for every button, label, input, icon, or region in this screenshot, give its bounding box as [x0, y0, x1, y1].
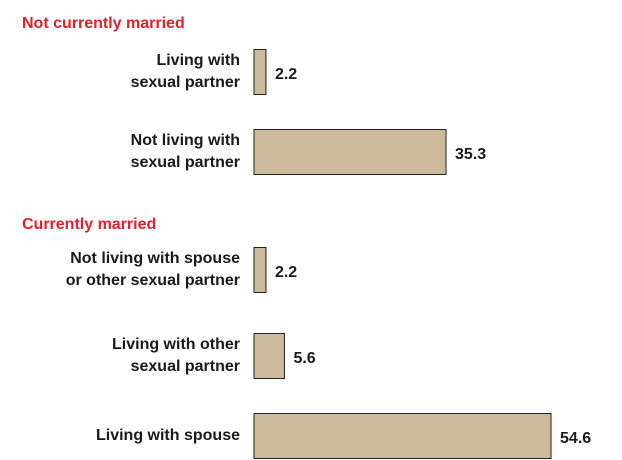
category-label: Living with — [156, 52, 240, 69]
bar — [253, 49, 267, 95]
bar — [253, 129, 447, 175]
value-label: 35.3 — [455, 146, 486, 163]
bar — [253, 333, 285, 379]
category-label: or other sexual partner — [66, 272, 240, 289]
group-label: Currently married — [22, 216, 156, 233]
category-label: sexual partner — [131, 74, 240, 91]
value-label: 5.6 — [293, 350, 315, 367]
value-label: 54.6 — [560, 430, 591, 447]
value-label: 2.2 — [275, 66, 297, 83]
value-label: 2.2 — [275, 264, 297, 281]
category-label: sexual partner — [131, 154, 240, 171]
category-label: Not living with — [131, 132, 240, 149]
group-label: Not currently married — [22, 15, 185, 32]
bar — [253, 413, 552, 459]
category-label: Not living with spouse — [70, 250, 240, 267]
category-label: sexual partner — [131, 358, 240, 375]
category-label: Living with other — [112, 336, 240, 353]
bar — [253, 247, 267, 293]
category-label: Living with spouse — [96, 427, 240, 444]
